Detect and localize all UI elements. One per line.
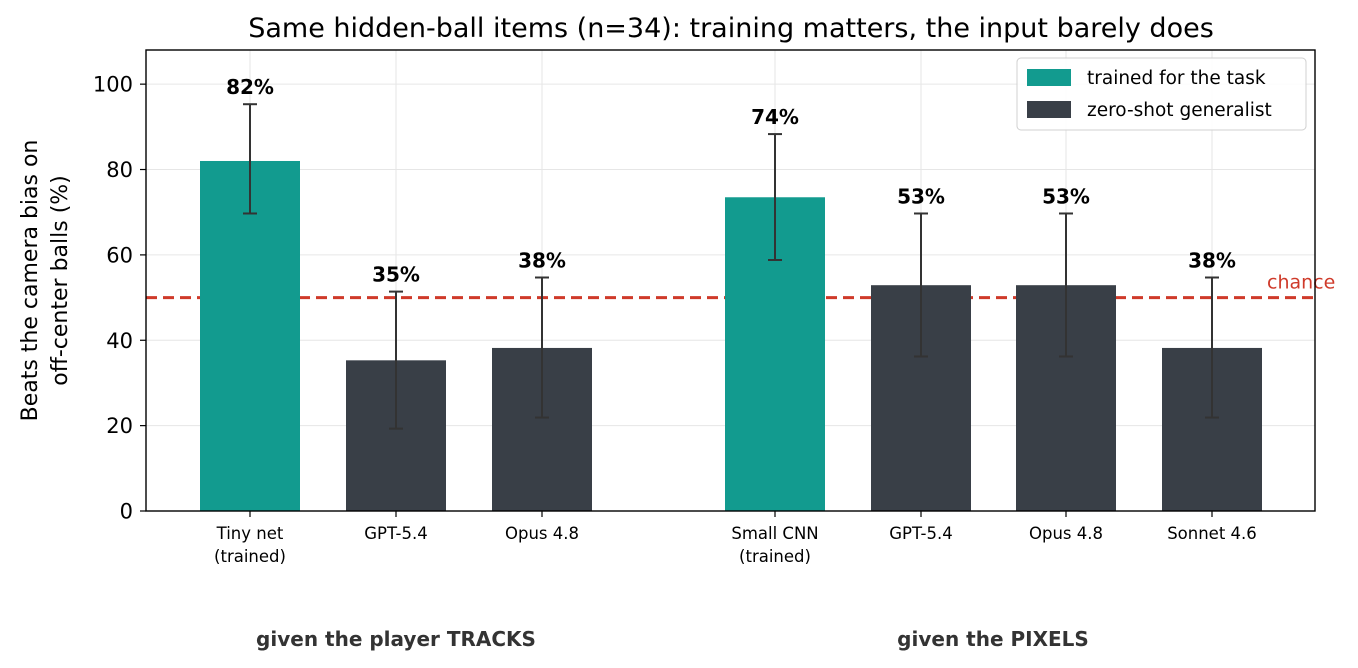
legend-label: trained for the task: [1087, 68, 1266, 89]
bars-layer: [200, 160, 1262, 511]
x-tick-label: Opus 4.8: [1029, 524, 1103, 543]
y-axis-label: off-center balls (%): [48, 175, 73, 386]
x-tick-label: Tiny net: [216, 524, 284, 543]
y-tick-label: 40: [106, 329, 133, 353]
x-tick-label: GPT-5.4: [364, 524, 428, 543]
group-label: given the player TRACKS: [256, 627, 536, 651]
legend-swatch: [1027, 69, 1071, 86]
x-tick-label: GPT-5.4: [889, 524, 953, 543]
bar: [200, 160, 300, 511]
x-tick-label: Opus 4.8: [505, 524, 579, 543]
error-bars-layer: [243, 103, 1219, 430]
axes-layer: 0 20 40 60 80 100 Beats the camera bias on off-…: [18, 73, 1257, 651]
data-label: 53%: [897, 184, 945, 208]
data-labels-layer: 82% 35% 38% 74% 53% 53% 38%: [226, 75, 1236, 286]
legend: trained for the task zero-shot generalist: [1016, 57, 1307, 131]
data-label: 35%: [372, 263, 420, 287]
y-tick-label: 0: [120, 500, 133, 524]
y-tick-label: 60: [106, 243, 133, 267]
data-label: 74%: [751, 105, 799, 129]
data-label: 53%: [1042, 184, 1090, 208]
data-label: 38%: [518, 249, 566, 273]
y-tick-label: 100: [93, 73, 133, 97]
y-tick-label: 80: [106, 158, 133, 182]
chart-title: Same hidden-ball items (n=34): training …: [248, 13, 1214, 44]
plot-frame: [145, 49, 1316, 512]
data-label: 82%: [226, 75, 274, 99]
x-tick-label: Sonnet 4.6: [1167, 524, 1257, 543]
legend-swatch: [1027, 101, 1071, 118]
x-tick-label: (trained): [214, 547, 286, 566]
x-tick-label: (trained): [739, 547, 811, 566]
y-axis-label: Beats the camera bias on: [18, 140, 43, 422]
y-tick-label: 20: [106, 414, 133, 438]
data-label: 38%: [1188, 249, 1236, 273]
chance-label: chance: [1267, 272, 1335, 294]
legend-label: zero-shot generalist: [1087, 100, 1272, 121]
legend-box: [1016, 57, 1307, 131]
group-label: given the PIXELS: [897, 627, 1089, 651]
x-tick-label: Small CNN: [731, 524, 818, 543]
